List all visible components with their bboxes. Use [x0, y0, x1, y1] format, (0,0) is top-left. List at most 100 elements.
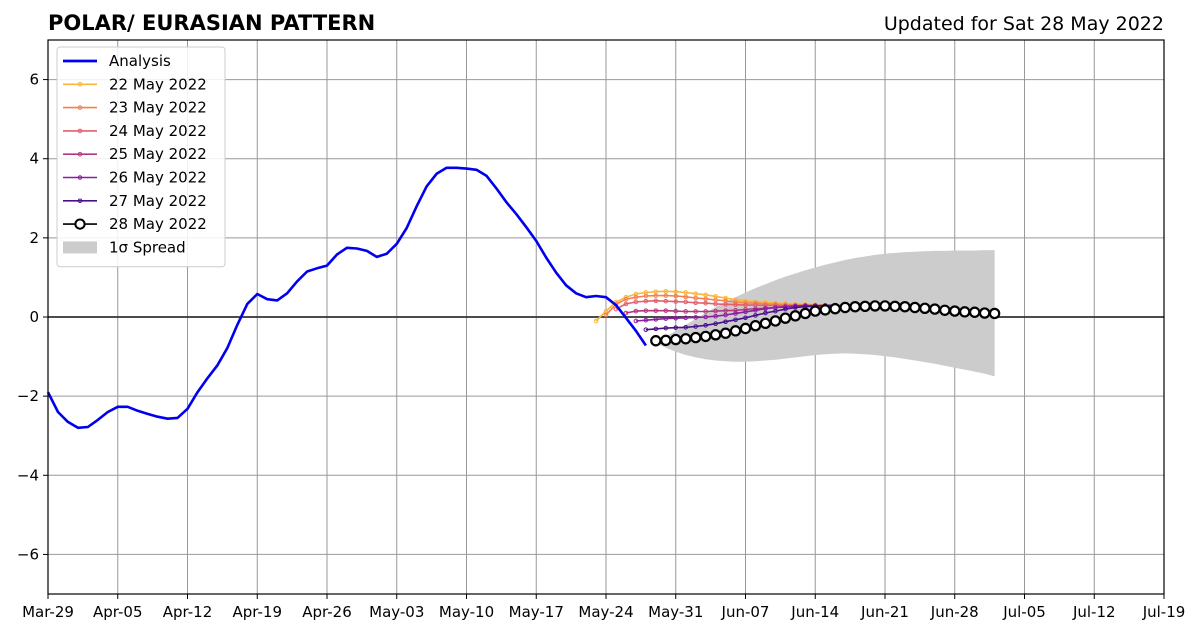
x-tick-label: May-10 [439, 603, 494, 621]
forecast-25-may-2022-point [663, 308, 669, 313]
y-tick-label: 2 [29, 229, 39, 247]
current-forecast-point [660, 334, 672, 347]
legend-25-may-2022-marker [77, 151, 83, 157]
forecast-26-may-2022-point [703, 314, 708, 320]
forecast-24-may-2022-point [643, 298, 649, 304]
forecast-24-may-2022-point [663, 298, 669, 304]
forecast-27-may-2022-point [793, 305, 798, 310]
forecast-27-may-2022-point [773, 308, 778, 314]
y-tick-label: 4 [29, 150, 39, 168]
forecast-27-may-2022-point [783, 306, 788, 312]
current-forecast-point [809, 305, 821, 317]
forecast-27-may-2022-point [673, 325, 679, 330]
x-tick-label: May-03 [369, 603, 424, 621]
current-forecast-point [968, 306, 981, 318]
current-forecast-point [689, 331, 702, 344]
current-forecast-point [819, 304, 831, 316]
current-forecast-point [919, 302, 931, 314]
forecast-26-may-2022-point [753, 307, 758, 313]
y-tick-label: −4 [17, 466, 39, 484]
legend-box [56, 46, 226, 268]
forecast-25-may-2022-point [723, 308, 728, 313]
current-forecast-point [859, 300, 871, 313]
legend-27-may-2022-marker [77, 198, 83, 204]
forecast-23-may-2022-point [683, 294, 689, 300]
forecast-24-may-2022-point [693, 300, 698, 306]
current-forecast-point [749, 320, 762, 332]
current-forecast-point [789, 310, 802, 322]
current-forecast-point [879, 300, 891, 312]
x-tick-label: Apr-26 [302, 603, 352, 621]
legend-26-may-2022-label: 26 May 2022 [109, 169, 207, 187]
forecast-23-may-2022-point [733, 299, 738, 305]
forecast-24-may-2022-point [743, 302, 748, 308]
forecast-25-may-2022-point [623, 310, 629, 316]
current-forecast-point [909, 301, 921, 314]
forecast-27-may-2022-point [693, 324, 698, 329]
forecast-27-may-2022-point [643, 327, 649, 332]
analysis-line [46, 166, 647, 430]
current-forecast-point [839, 301, 851, 314]
forecast-26-may-2022-point [713, 313, 718, 319]
current-forecast-point [959, 306, 971, 318]
current-forecast-point [929, 303, 941, 315]
forecast-25-may-2022-point [643, 308, 649, 313]
forecast-24-may-2022-point [713, 301, 718, 307]
forecast-25-may-2022-point [693, 309, 698, 314]
current-forecast-point [899, 301, 911, 313]
current-forecast-point [759, 317, 772, 330]
forecast-23-may-2022-point [633, 294, 639, 300]
current-forecast-point [699, 330, 712, 343]
current-forecast-point [670, 333, 682, 346]
legend-1-spread-label: 1σ Spread [109, 238, 186, 256]
x-tick-label: Jul-05 [1002, 603, 1046, 621]
current-forecast-point [729, 325, 742, 337]
current-forecast-point [709, 329, 722, 341]
forecast-27-may-2022-point [683, 324, 689, 330]
x-tick-label: Mar-29 [22, 603, 74, 621]
forecast-25-may-2022-point [683, 309, 689, 314]
forecast-24-may-2022-point [703, 300, 708, 306]
forecast-22-may-2022-point [723, 295, 728, 301]
forecast-26-may-2022-line [635, 304, 836, 322]
forecast-26-may-2022-point [763, 306, 768, 311]
forecast-26-may-2022-point [653, 317, 659, 322]
x-tick-label: Jun-14 [790, 603, 839, 621]
forecast-23-may-2022-point [693, 295, 698, 301]
current-forecast-point [988, 307, 1001, 320]
forecast-27-may-2022-point [653, 326, 659, 332]
legend: Analysis 22 May 2022 23 May 2022 24 May 202… [56, 46, 226, 268]
forecast-25-may-2022-point [673, 308, 679, 314]
forecast-24-may-2022-point [683, 299, 689, 305]
legend-24-may-2022-marker [77, 128, 83, 134]
current-forecast-point [779, 312, 792, 324]
legend-27-may-2022-label: 27 May 2022 [109, 192, 207, 210]
forecast-23-may-2022-point [673, 293, 679, 299]
current-forecast-point [949, 305, 961, 317]
forecast-23-may-2022-point [623, 296, 629, 302]
forecast-25-may-2022-point [653, 308, 659, 313]
x-tick-label: May-24 [578, 603, 633, 621]
legend-23-may-2022-label: 23 May 2022 [109, 99, 207, 117]
y-tick-label: 0 [29, 308, 39, 326]
forecast-26-may-2022-point [633, 318, 639, 324]
current-forecast-point [939, 304, 951, 316]
x-tick-label: Jul-19 [1142, 603, 1186, 621]
x-tick-label: Apr-19 [233, 603, 283, 621]
forecast-26-may-2022-point [663, 316, 669, 321]
current-forecast-point [799, 307, 811, 320]
current-forecast-point [889, 300, 901, 313]
forecast-26-may-2022-point [723, 312, 728, 318]
legend-1-spread-swatch [63, 241, 97, 254]
y-tick-label: −6 [17, 545, 39, 563]
forecast-26-may-2022-point [673, 315, 679, 321]
forecast-24-may-2022-point [623, 301, 629, 307]
forecast-23-may-2022-point [703, 296, 708, 302]
current-forecast-point [739, 322, 752, 335]
forecast-23-may-2022-point [653, 293, 659, 298]
forecast-22-may-2022-point [663, 288, 669, 294]
forecast-22-may-2022-point [693, 291, 698, 296]
forecast-22-may-2022-point [593, 318, 599, 324]
y-tick-label: 6 [29, 71, 39, 89]
forecast-23-may-2022-point [663, 293, 669, 298]
